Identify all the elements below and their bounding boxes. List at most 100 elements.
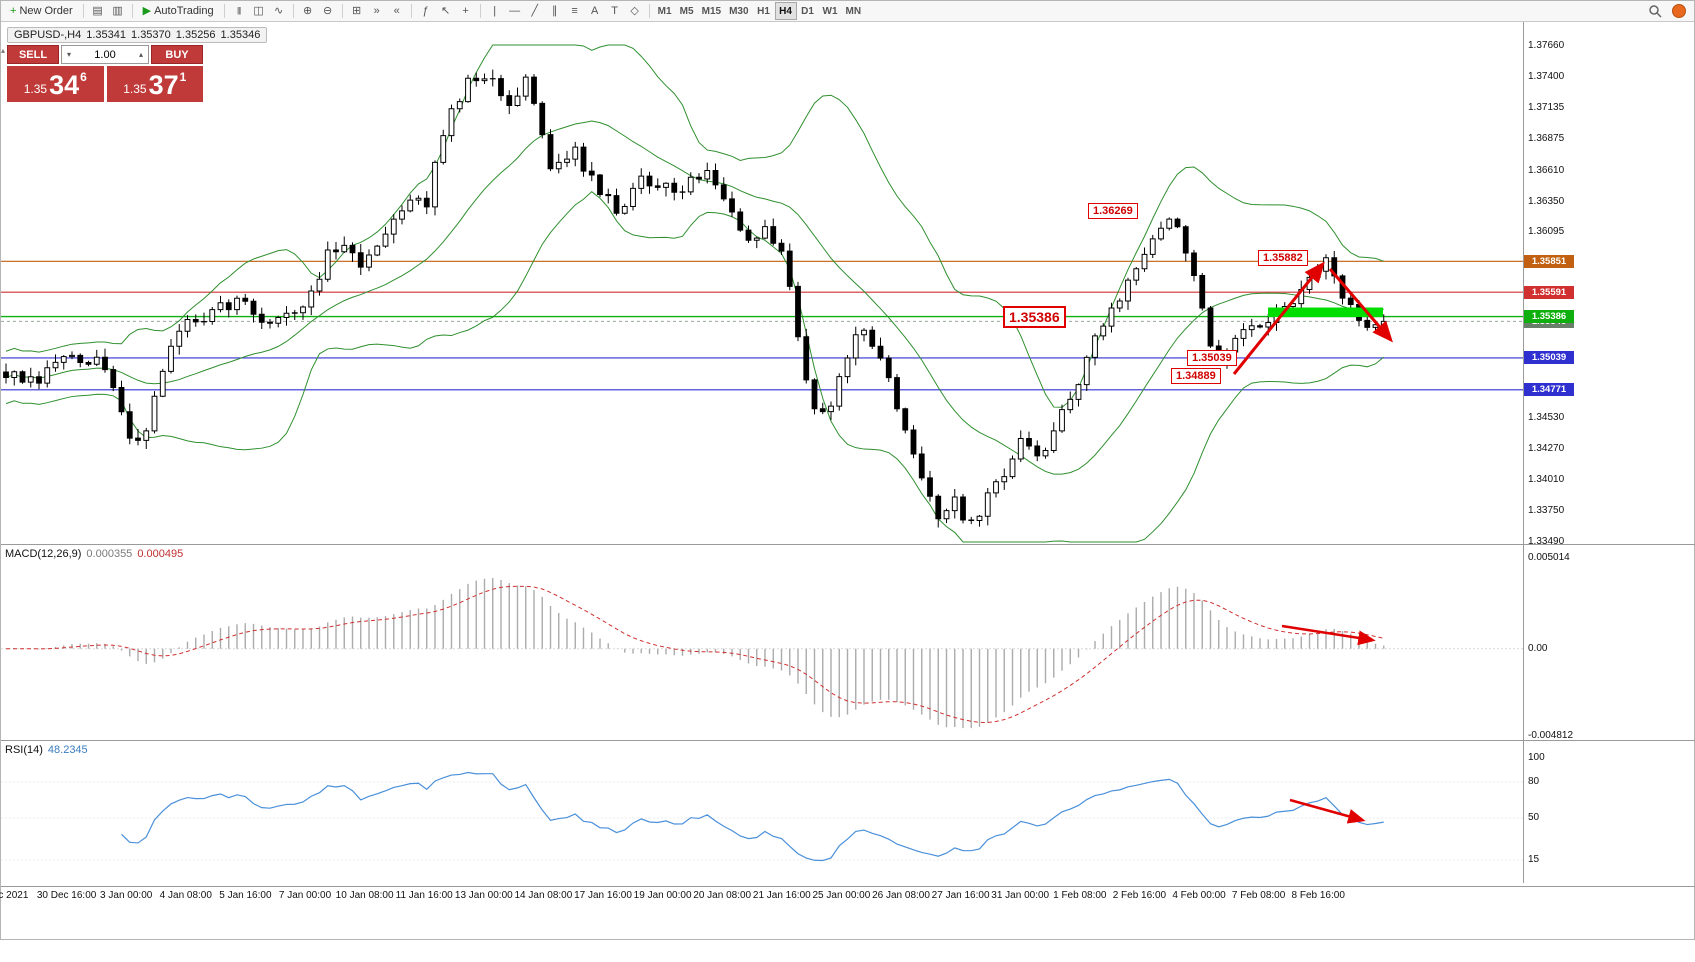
panel-separator[interactable] [1, 544, 1695, 545]
horizontal-line-icon-glyph: — [509, 4, 521, 17]
timeframe-w1-button[interactable]: W1 [819, 2, 842, 20]
new-order-glyph: + [10, 4, 17, 17]
toolbar-separator [341, 4, 343, 18]
price-callout: 1.36269 [1088, 203, 1138, 219]
close-value: 1.35346 [220, 29, 261, 41]
shapes-icon[interactable]: ◇ [625, 2, 645, 20]
bollinger-upper-band [5, 44, 1384, 408]
toolbar-separator [648, 4, 650, 18]
crosshair-icon[interactable]: + [456, 2, 476, 20]
date-axis-label: 25 Jan 00:00 [812, 890, 871, 901]
price-axis-label: 1.33750 [1528, 505, 1565, 517]
bull-candles [11, 76, 1387, 522]
timeframe-h1-button[interactable]: H1 [753, 2, 775, 20]
cursor-icon[interactable]: ↖ [436, 2, 456, 20]
price-axis-label: 1.33490 [1528, 536, 1565, 548]
chart-overlays: 1.37660 1.37400 1.37135 1.36875 1.36610 1.363… [0, 22, 1694, 939]
date-axis-label: 2 Feb 16:00 [1112, 890, 1167, 901]
label-icon[interactable]: T [605, 2, 625, 20]
price-axis-label: 1.36095 [1528, 226, 1565, 238]
symbol-label: GBPUSD-,H4 [14, 29, 82, 41]
price-chart-canvas [1, 44, 1523, 862]
date-axis-label: 27 Jan 16:00 [931, 890, 990, 901]
panel-separator[interactable] [1, 740, 1695, 741]
chart-area[interactable]: 1.37660 1.37400 1.37135 1.36875 1.36610 1.363… [0, 22, 1695, 939]
date-axis-label: 7 Feb 08:00 [1231, 890, 1286, 901]
rsi-arrow [1289, 798, 1366, 824]
date-axis-label: 13 Jan 00:00 [454, 890, 513, 901]
timeframe-mn-button[interactable]: MN [842, 2, 866, 20]
channel-icon[interactable]: ∥ [545, 2, 565, 20]
autotrading-glyph: ▶ [142, 4, 152, 17]
zoom-out-icon-glyph: ⊖ [323, 4, 333, 17]
autotrading-button[interactable]: ▶ AutoTrading [137, 2, 220, 20]
trend-up-arrow [1232, 261, 1325, 375]
tile-windows-icon[interactable]: ⊞ [347, 2, 367, 20]
line-chart-icon[interactable]: ∿ [269, 2, 289, 20]
mt4-window: + New Order ▤ ▥ ▶ AutoTrading ||| ◫ ∿ ⊕ ⊖ ⊞» « ƒ ↖ + | — ╱… [0, 0, 1695, 940]
date-axis-label: 5 Jan 16:00 [219, 890, 272, 901]
candlestick-chart-icon[interactable]: ◫ [249, 2, 269, 20]
rsi-line [121, 771, 1384, 862]
buy-price-prefix: 1.35 [123, 82, 147, 96]
volume-increase-button[interactable]: ▴ [134, 50, 148, 59]
vertical-line-icon-glyph: | [493, 4, 497, 17]
timeframe-m1-button[interactable]: M1 [654, 2, 676, 20]
macd-histogram [13, 578, 1385, 729]
autotrading-button-label: AutoTrading [154, 5, 214, 17]
trendline-icon-glyph: ╱ [531, 4, 538, 17]
rsi-axis-label: 80 [1528, 776, 1540, 787]
price-callout: 1.34889 [1171, 368, 1221, 384]
price-axis-label: 1.35830 [1528, 257, 1565, 269]
date-axis-label: 1 Feb 08:00 [1053, 890, 1107, 901]
label-icon-glyph: T [611, 4, 618, 17]
price-callout: 1.35882 [1258, 250, 1308, 266]
horizontal-line-icon[interactable]: — [505, 2, 525, 20]
charts-icon[interactable]: ▤ [88, 2, 108, 20]
one-click-collapse-button[interactable]: ▴ [1, 46, 6, 55]
timeframe-m15-button[interactable]: M15 [698, 2, 725, 20]
rsi-axis-label: 15 [1528, 854, 1540, 865]
zoom-in-icon[interactable]: ⊕ [298, 2, 318, 20]
macd-name: MACD(12,26,9) [5, 548, 82, 560]
chart-shift-icon[interactable]: « [387, 2, 407, 20]
vertical-line-icon[interactable]: | [485, 2, 505, 20]
auto-scroll-icon[interactable]: » [367, 2, 387, 20]
timeframe-d1-button[interactable]: D1 [797, 2, 819, 20]
timeframe-m5-button[interactable]: M5 [676, 2, 698, 20]
new-order-button[interactable]: + New Order [4, 2, 79, 20]
date-axis-label: 30 Dec 16:00 [36, 890, 97, 901]
fibonacci-icon[interactable]: ≡ [565, 2, 585, 20]
sell-price-button[interactable]: 1.35 34 6 [7, 66, 104, 102]
toolbar-separator [82, 4, 84, 18]
macd-axis-label: 0.00 [1528, 642, 1548, 654]
trade-controls-row: SELL ▾ ▴ BUY [7, 45, 203, 64]
trendline-icon[interactable]: ╱ [525, 2, 545, 20]
buy-price-point: 1 [179, 70, 187, 84]
bollinger-lower-band [5, 191, 1385, 543]
timeframe-h4-button[interactable]: H4 [774, 2, 797, 20]
zoom-out-icon[interactable]: ⊖ [318, 2, 338, 20]
cursor-icon-glyph: ↖ [441, 4, 451, 17]
toolbar-separator [292, 4, 294, 18]
price-line-label: 1.35386 [1524, 310, 1574, 324]
buy-price-button[interactable]: 1.35 37 1 [106, 66, 203, 102]
timeframe-m30-button[interactable]: M30 [725, 2, 752, 20]
sell-button[interactable]: SELL [7, 45, 59, 64]
search-button[interactable] [1645, 2, 1665, 20]
indicators-icon[interactable]: ƒ [416, 2, 436, 20]
notifications-icon[interactable] [1672, 4, 1686, 18]
bar-chart-icon-glyph: ||| [237, 6, 241, 15]
volume-decrease-button[interactable]: ▾ [62, 50, 76, 59]
buy-button[interactable]: BUY [151, 45, 203, 64]
date-axis-label: 4 Feb 00:00 [1172, 890, 1226, 901]
volume-input[interactable] [76, 48, 134, 61]
toolbar-buttons: + New Order ▤ ▥ ▶ AutoTrading ||| ◫ ∿ ⊕ ⊖ ⊞» « ƒ ↖ + | — ╱… [4, 1, 865, 21]
profiles-icon[interactable]: ▥ [108, 2, 128, 20]
bar-chart-icon[interactable]: ||| [229, 2, 249, 20]
low-value: 1.35256 [175, 29, 216, 41]
text-icon[interactable]: A [585, 2, 605, 20]
rsi-indicator-label: RSI(14) 48.2345 [5, 744, 88, 756]
date-axis-label: 19 Jan 00:00 [633, 890, 692, 901]
